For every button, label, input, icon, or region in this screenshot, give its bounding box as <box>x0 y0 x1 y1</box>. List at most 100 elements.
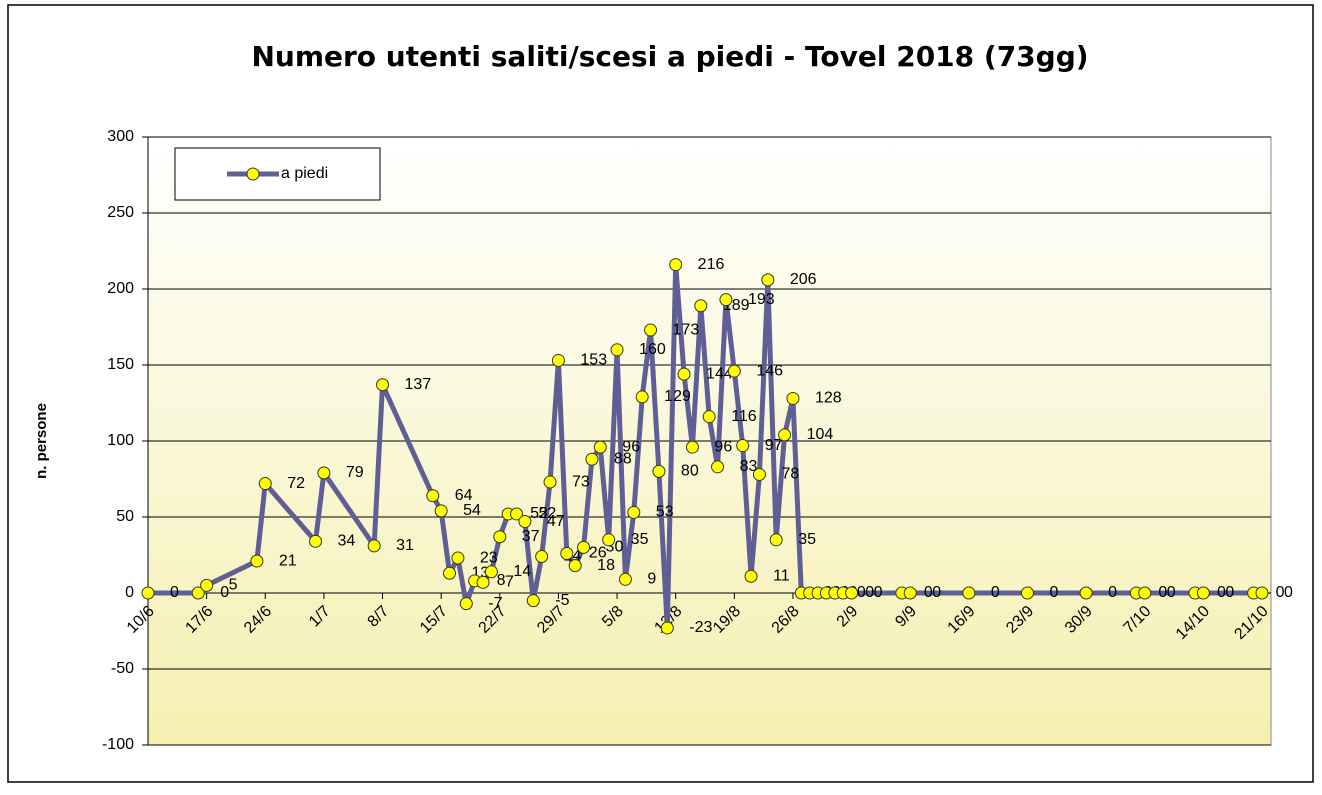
data-label: 9 <box>647 571 656 588</box>
data-label: 52 <box>539 505 557 522</box>
data-point <box>694 299 708 313</box>
data-label: 0 <box>1167 584 1176 601</box>
data-label: 35 <box>798 531 816 548</box>
data-label: 129 <box>664 388 691 405</box>
data-point <box>593 440 607 454</box>
data-label: 0 <box>170 584 179 601</box>
data-label: 0 <box>1217 584 1226 601</box>
data-point <box>484 565 498 579</box>
data-label: 0 <box>865 584 874 601</box>
data-point <box>685 440 699 454</box>
y-axis-label: n. persone <box>33 403 50 479</box>
data-label: -7 <box>488 595 502 612</box>
data-label: 53 <box>656 504 674 521</box>
legend-label: a piedi <box>281 165 328 182</box>
y-tick-label: 200 <box>107 280 134 297</box>
data-label: 14 <box>513 563 531 580</box>
data-point <box>426 489 440 503</box>
data-point <box>568 559 582 573</box>
data-point <box>376 378 390 392</box>
data-point <box>635 390 649 404</box>
data-label: 83 <box>740 458 758 475</box>
data-point <box>752 467 766 481</box>
data-label: 78 <box>781 466 799 483</box>
data-point <box>669 258 683 272</box>
data-point <box>711 460 725 474</box>
data-label: -23 <box>689 619 712 636</box>
data-label: 128 <box>815 390 842 407</box>
y-tick-label: -100 <box>102 736 134 753</box>
chart-title: Numero utenti saliti/scesi a piedi - Tov… <box>251 40 1088 73</box>
data-label: 47 <box>547 513 565 530</box>
data-label: 7 <box>505 574 514 591</box>
data-point <box>719 293 733 307</box>
data-label: 0 <box>1049 584 1058 601</box>
data-point <box>778 428 792 442</box>
data-label: 144 <box>706 365 733 382</box>
data-label: 0 <box>1276 584 1285 601</box>
data-point <box>644 323 658 337</box>
data-point <box>535 550 549 564</box>
data-label: 116 <box>731 408 757 425</box>
data-label: 88 <box>614 450 632 467</box>
y-tick-label: 0 <box>125 584 134 601</box>
data-point <box>543 475 557 489</box>
data-point <box>250 554 264 568</box>
data-label: 0 <box>874 584 883 601</box>
data-label: 35 <box>631 531 649 548</box>
data-point <box>627 505 641 519</box>
data-label: 146 <box>756 362 783 379</box>
data-point <box>510 507 524 521</box>
data-point <box>1079 586 1093 600</box>
data-point <box>618 572 632 586</box>
data-point <box>1020 586 1034 600</box>
data-label: 193 <box>748 291 775 308</box>
data-point <box>191 586 205 600</box>
data-point <box>744 569 758 583</box>
data-point <box>258 477 272 491</box>
data-label: 8 <box>497 572 506 589</box>
data-point <box>309 534 323 548</box>
data-label: 0 <box>1284 584 1293 601</box>
data-point <box>845 586 859 600</box>
y-tick-label: 150 <box>107 356 134 373</box>
data-label: 79 <box>346 464 364 481</box>
data-point <box>459 597 473 611</box>
data-point <box>141 586 155 600</box>
data-label: 0 <box>1225 584 1234 601</box>
data-point <box>1196 586 1210 600</box>
data-label: 153 <box>580 352 607 369</box>
data-point <box>551 353 565 367</box>
data-label: 54 <box>463 502 481 519</box>
data-label: 0 <box>220 584 229 601</box>
data-label: 96 <box>622 438 640 455</box>
data-point <box>577 540 591 554</box>
data-label: 52 <box>530 505 548 522</box>
data-point <box>200 578 214 592</box>
y-tick-label: 250 <box>107 204 134 221</box>
data-point <box>677 367 691 381</box>
data-label: 0 <box>857 584 866 601</box>
legend-marker <box>246 167 260 181</box>
data-label: 160 <box>639 341 666 358</box>
data-point <box>761 273 775 287</box>
data-point <box>702 410 716 424</box>
data-point <box>736 439 750 453</box>
data-point <box>585 452 599 466</box>
data-label: 18 <box>597 557 615 574</box>
data-label: 26 <box>589 545 607 562</box>
data-point <box>727 364 741 378</box>
data-label: 64 <box>455 487 473 504</box>
data-label: 23 <box>480 549 498 566</box>
y-tick-label: -50 <box>111 660 134 677</box>
data-point <box>962 586 976 600</box>
data-point <box>526 594 540 608</box>
data-label: 0 <box>991 584 1000 601</box>
data-label: -5 <box>555 592 569 609</box>
data-label: 0 <box>932 584 941 601</box>
data-point <box>493 530 507 544</box>
data-label: 11 <box>773 567 790 584</box>
data-point <box>451 551 465 565</box>
data-point <box>317 466 331 480</box>
